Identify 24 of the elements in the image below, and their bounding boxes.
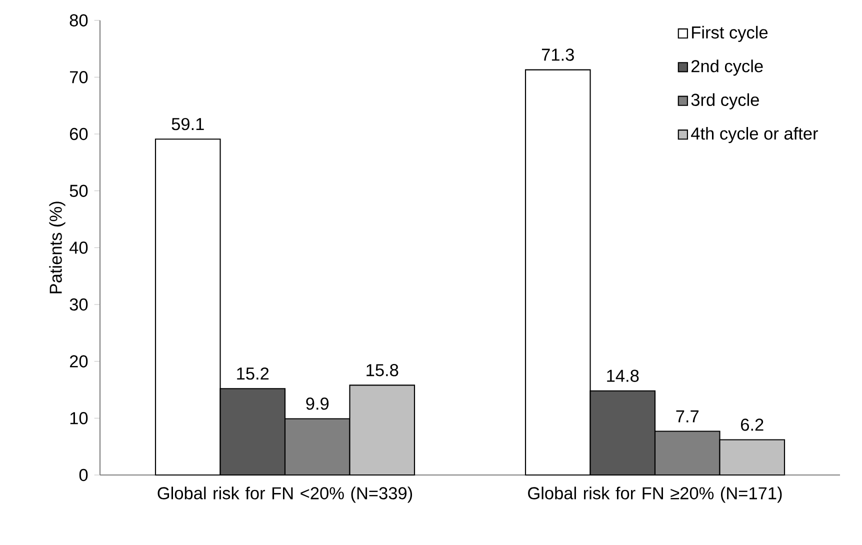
y-tick-label: 30 xyxy=(70,298,88,311)
legend-label: 2nd cycle xyxy=(692,60,763,76)
y-tick-label: 20 xyxy=(70,355,88,368)
y-tick-label: 0 xyxy=(79,468,88,482)
data-label: 6.2 xyxy=(741,418,764,431)
x-tick-label: Global risk for FN <20% (N=339) xyxy=(158,486,412,503)
data-label: 15.2 xyxy=(237,367,269,380)
legend-label: 4th cycle or after xyxy=(691,127,818,144)
y-tick-label: 10 xyxy=(70,412,88,424)
data-label: 59.1 xyxy=(172,118,204,130)
x-tick-label: Global risk for FN ≥20% (N=171) xyxy=(528,486,782,503)
y-tick-label: 40 xyxy=(69,242,88,254)
y-tick-label: 60 xyxy=(70,128,88,140)
y-tick-label: 50 xyxy=(70,184,88,197)
y-tick-label: 80 xyxy=(70,14,88,26)
data-label: 15.8 xyxy=(366,364,398,376)
y-axis-title: Patients (%) xyxy=(49,202,66,294)
data-label: 9.9 xyxy=(306,398,329,410)
data-label: 71.3 xyxy=(542,48,574,61)
legend-label: 3rd cycle xyxy=(691,93,759,110)
data-label: 7.7 xyxy=(676,410,699,422)
y-tick-label: 70 xyxy=(70,71,88,84)
data-label: 14.8 xyxy=(607,370,639,382)
legend-label: First cycle xyxy=(692,26,768,42)
